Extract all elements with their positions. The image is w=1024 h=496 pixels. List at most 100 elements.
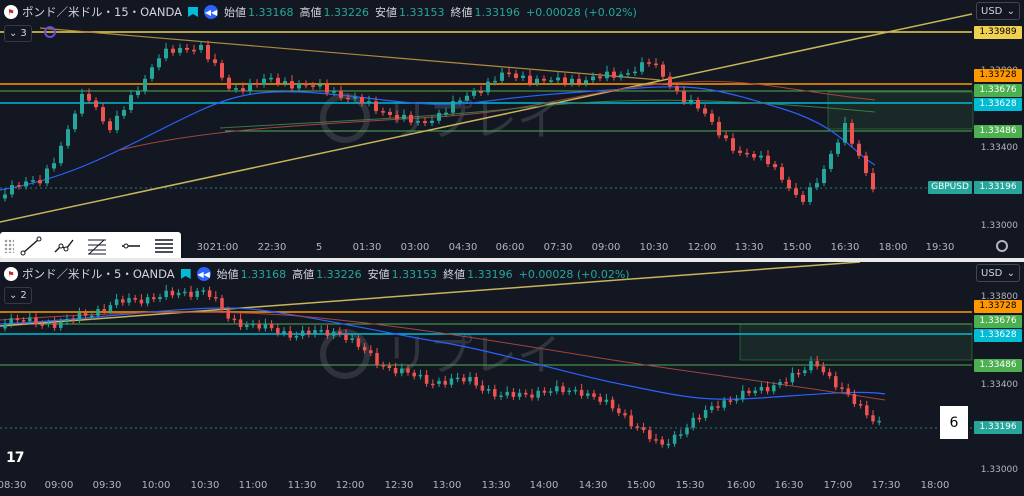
demand-zone-box[interactable] [739, 323, 973, 361]
descending-trendline[interactable] [39, 27, 661, 81]
candle-body [815, 183, 819, 188]
open-label: 始値 [216, 268, 239, 281]
candle-body [46, 322, 51, 325]
replay-rewind-icon[interactable]: ◀◀ [203, 5, 218, 19]
tradingview-logo[interactable]: 17 [6, 450, 25, 466]
candlestick-series-5m[interactable] [3, 284, 881, 449]
time-label: 08:30 [0, 480, 27, 491]
gbp-usd-flag-icon: ⚑ [4, 5, 18, 19]
candle-body [339, 90, 343, 98]
candle-body [195, 290, 199, 297]
candle-body [635, 426, 640, 428]
candle-body [331, 331, 336, 336]
price-tick: 1.33000 [980, 221, 1018, 231]
chart-canvas-5m[interactable]: リプレイ [0, 262, 1024, 496]
currency-selector[interactable]: USD ⌄ [976, 2, 1020, 20]
bookmark-flag-icon[interactable] [180, 269, 191, 279]
candle-body [241, 88, 245, 92]
drag-handle-icon[interactable] [4, 239, 14, 253]
candle-body [360, 97, 364, 104]
candle-body [772, 385, 776, 392]
candle-body [500, 72, 504, 81]
indicators-toggle[interactable]: ⌄ 3 [4, 25, 32, 42]
candle-body [660, 439, 664, 445]
candle-body [9, 318, 13, 325]
candle-body [145, 297, 150, 304]
candle-body [697, 417, 702, 420]
candle-body [430, 120, 434, 124]
candle-body [431, 383, 435, 386]
candle-body [150, 67, 154, 79]
replay-rewind-icon[interactable]: ◀◀ [196, 267, 211, 281]
candle-body [570, 78, 574, 84]
candle-body [94, 100, 98, 108]
candle-body [251, 323, 255, 326]
drawing-toolbar[interactable] [0, 232, 181, 260]
chart-pane-5m[interactable]: リプレイ ⚑ ポンド／米ドル・5・OANDA ◀◀ 始値 1.33168 高値 1.… [0, 262, 1024, 496]
candle-body [528, 75, 532, 84]
chevron-down-icon: ⌄ [1006, 5, 1015, 17]
candle-body [801, 194, 805, 202]
candlestick-series-15m[interactable] [3, 40, 875, 205]
candle-body [332, 90, 336, 93]
candle-body [555, 386, 559, 392]
candle-body [283, 81, 287, 84]
time-label: 15:30 [675, 480, 705, 491]
fib-tool-icon[interactable] [81, 232, 114, 260]
candle-body [176, 292, 181, 296]
candle-body [809, 361, 813, 371]
candle-body [612, 71, 616, 78]
candle-body [367, 101, 371, 104]
alert-circle-icon[interactable] [44, 26, 56, 38]
candle-body [647, 62, 651, 64]
ascending-trendline[interactable] [0, 262, 861, 327]
candle-body [424, 374, 429, 384]
chevron-down-icon: ⌄ [1006, 267, 1015, 279]
candle-body [213, 59, 217, 64]
candle-body [418, 374, 423, 377]
time-label: 14:00 [529, 480, 559, 491]
ray-tool-icon[interactable] [114, 232, 147, 260]
pane-divider[interactable] [0, 258, 1024, 262]
time-label: 06:00 [495, 242, 525, 253]
candle-body [122, 110, 126, 116]
chart-canvas-15m[interactable]: リプレイ [0, 0, 1024, 258]
candle-body [654, 63, 658, 66]
candle-body [787, 179, 791, 189]
candle-body [409, 114, 413, 123]
close-value: 1.33196 [467, 267, 513, 281]
symbol-title[interactable]: ポンド／米ドル・5・OANDA [22, 267, 175, 281]
candle-body [206, 45, 210, 60]
candle-body [871, 173, 875, 190]
candle-body [108, 121, 112, 131]
candle-body [304, 83, 308, 86]
candle-body [362, 346, 367, 351]
candle-body [865, 405, 869, 416]
parallel-lines-tool-icon[interactable] [148, 232, 181, 260]
demand-zone-box[interactable] [827, 91, 974, 130]
ascending-trendline[interactable] [0, 13, 973, 223]
candle-body [858, 404, 863, 406]
symbol-title[interactable]: ポンド／米ドル・15・OANDA [22, 5, 182, 19]
settings-gear-icon[interactable] [996, 240, 1008, 252]
candle-body [207, 290, 212, 297]
trend-line-tool-icon[interactable] [14, 232, 47, 260]
indicators-toggle[interactable]: ⌄ 2 [4, 287, 32, 304]
candle-body [307, 330, 311, 335]
candle-body [170, 290, 175, 296]
price-tag: 1.33486 [974, 125, 1022, 138]
gbp-usd-flag-icon: ⚑ [4, 267, 18, 281]
currency-selector[interactable]: USD ⌄ [976, 264, 1020, 282]
price-tag-current: 1.33196 [974, 181, 1022, 194]
chart-pane-15m[interactable]: リプレイ ⚑ ポンド／米ドル・15・OANDA ◀◀ 始値1.33168 高値1… [0, 0, 1024, 258]
candle-body [505, 391, 509, 396]
candle-body [591, 76, 595, 81]
candle-body [108, 305, 113, 312]
bookmark-flag-icon[interactable] [187, 7, 198, 17]
path-tool-icon[interactable] [47, 232, 80, 260]
candle-body [584, 80, 588, 84]
candle-body [857, 143, 861, 156]
low-label: 安値 [374, 6, 397, 19]
candle-body [759, 386, 764, 391]
candle-body [318, 84, 322, 87]
